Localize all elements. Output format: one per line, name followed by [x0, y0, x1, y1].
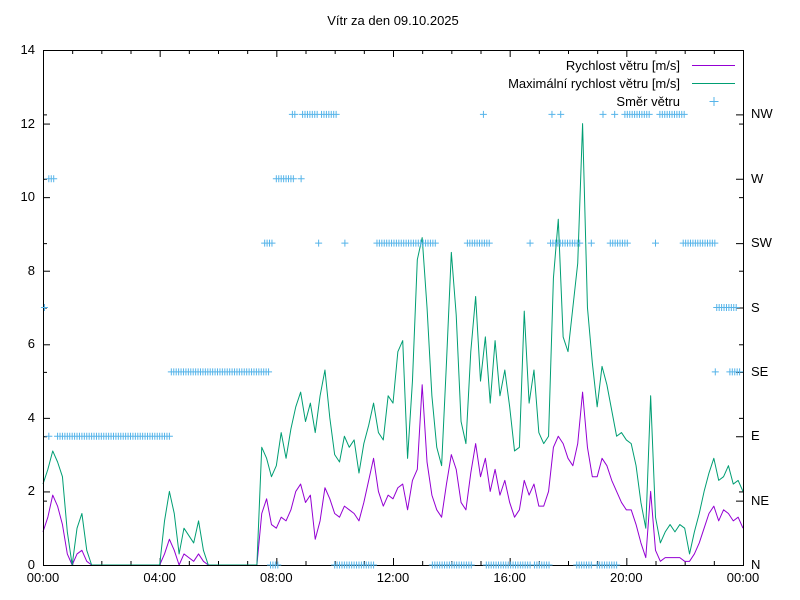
plot-border [43, 50, 744, 566]
legend-item-max-speed: Maximální rychlost větru [m/s] [508, 74, 737, 92]
avg-wind-speed-line [42, 384, 744, 566]
legend-label-direction: Směr větru [616, 93, 680, 109]
legend-label-max-speed: Maximální rychlost větru [m/s] [508, 75, 680, 91]
wind-direction-markers [40, 110, 744, 569]
direction-plus-swatch [690, 92, 737, 110]
max-speed-line-swatch [690, 74, 737, 92]
plus-marker-icon [709, 97, 719, 106]
axis-ticks [43, 50, 744, 566]
avg-speed-line-swatch [690, 56, 737, 74]
legend-item-direction: Směr větru [508, 92, 737, 110]
legend-line-sample [692, 83, 735, 84]
chart-title: Vítr za den 09.10.2025 [327, 13, 459, 28]
legend-line-sample [692, 65, 735, 66]
legend-label-avg-speed: Rychlost větru [m/s] [565, 57, 680, 73]
legend: Rychlost větru [m/s] Maximální rychlost … [508, 56, 737, 110]
legend-item-avg-speed: Rychlost větru [m/s] [508, 56, 737, 74]
